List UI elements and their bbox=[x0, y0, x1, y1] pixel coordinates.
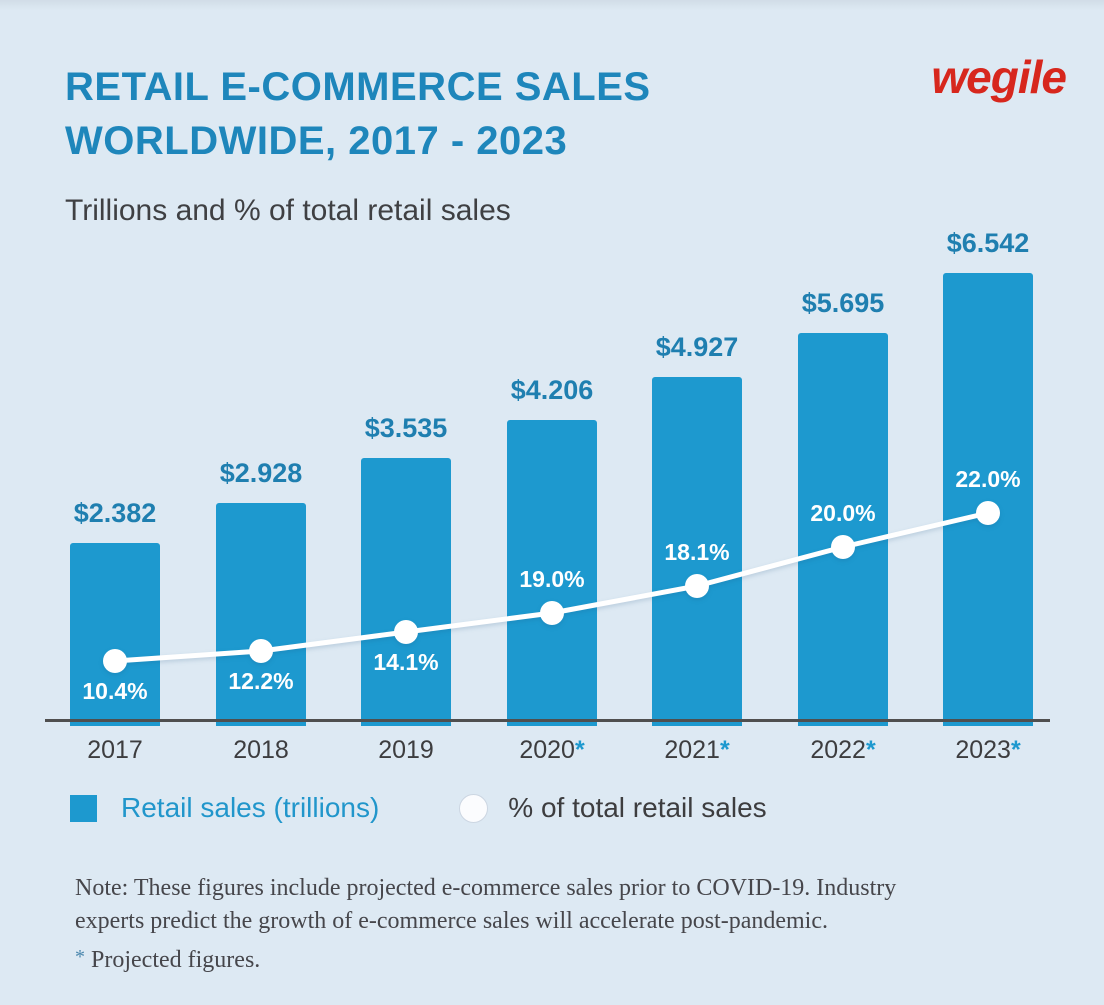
pct-label-2022: 20.0% bbox=[810, 500, 876, 526]
projected-star-icon: * bbox=[719, 736, 730, 764]
title-line-1: RETAIL E-COMMERCE SALES bbox=[65, 65, 651, 109]
pct-label-2023: 22.0% bbox=[955, 466, 1021, 492]
footnote-line: experts predict the growth of e-commerce… bbox=[75, 908, 828, 934]
pct-label-2021: 18.1% bbox=[664, 539, 730, 565]
wegile-logo: wegile bbox=[931, 51, 1067, 103]
legend-bar-label: Retail sales (trillions) bbox=[121, 792, 380, 823]
bar-2019 bbox=[361, 458, 451, 726]
legend-dot-label: % of total retail sales bbox=[508, 792, 767, 823]
bar-value-label-2017: $2.382 bbox=[73, 498, 157, 528]
year-label-2020: 2020* bbox=[519, 736, 585, 764]
bar-value-label-2021: $4.927 bbox=[655, 332, 739, 362]
bar-value-label-2018: $2.928 bbox=[219, 458, 303, 488]
year-label-2018: 2018 bbox=[233, 736, 289, 764]
pct-label-2020: 19.0% bbox=[519, 566, 585, 592]
bar-value-label-2022: $5.695 bbox=[801, 288, 885, 318]
title-line-2: WORLDWIDE, 2017 - 2023 bbox=[65, 119, 568, 163]
pct-label-2018: 12.2% bbox=[228, 668, 294, 694]
projected-star-icon: * bbox=[865, 736, 876, 764]
projected-star-icon: * bbox=[1010, 736, 1021, 764]
pct-label-2017: 10.4% bbox=[82, 678, 148, 704]
projected-figures-note: * Projected figures. bbox=[75, 946, 260, 974]
year-label-2021: 2021* bbox=[664, 736, 730, 764]
chart-subtitle: Trillions and % of total retail sales bbox=[65, 194, 511, 227]
projected-label: Projected figures. bbox=[85, 947, 261, 973]
bar-swatch-icon bbox=[70, 794, 97, 822]
year-label-2019: 2019 bbox=[378, 736, 434, 764]
dot-swatch-icon bbox=[459, 793, 489, 823]
projected-star-icon: * bbox=[574, 736, 585, 764]
pct-label-2019: 14.1% bbox=[373, 649, 439, 675]
year-label-2022: 2022* bbox=[810, 736, 876, 764]
bar-2023 bbox=[943, 273, 1033, 726]
bar-value-label-2023: $6.542 bbox=[946, 228, 1030, 258]
footnote-line: Note: These figures include projected e-… bbox=[75, 875, 897, 901]
year-label-2023: 2023* bbox=[955, 736, 1021, 764]
bar-value-label-2019: $3.535 bbox=[364, 413, 448, 443]
projected-asterisk: * bbox=[75, 946, 85, 968]
bar-2022 bbox=[798, 333, 888, 726]
year-label-2017: 2017 bbox=[87, 736, 143, 764]
bar-value-label-2020: $4.206 bbox=[510, 375, 594, 405]
chart-legend: Retail sales (trillions) % of total reta… bbox=[70, 792, 767, 824]
page-title: RETAIL E-COMMERCE SALES WORLDWIDE, 2017 … bbox=[65, 60, 651, 168]
x-axis-line bbox=[45, 719, 1050, 722]
footnote-text: Note: These figures include projected e-… bbox=[75, 872, 1055, 938]
